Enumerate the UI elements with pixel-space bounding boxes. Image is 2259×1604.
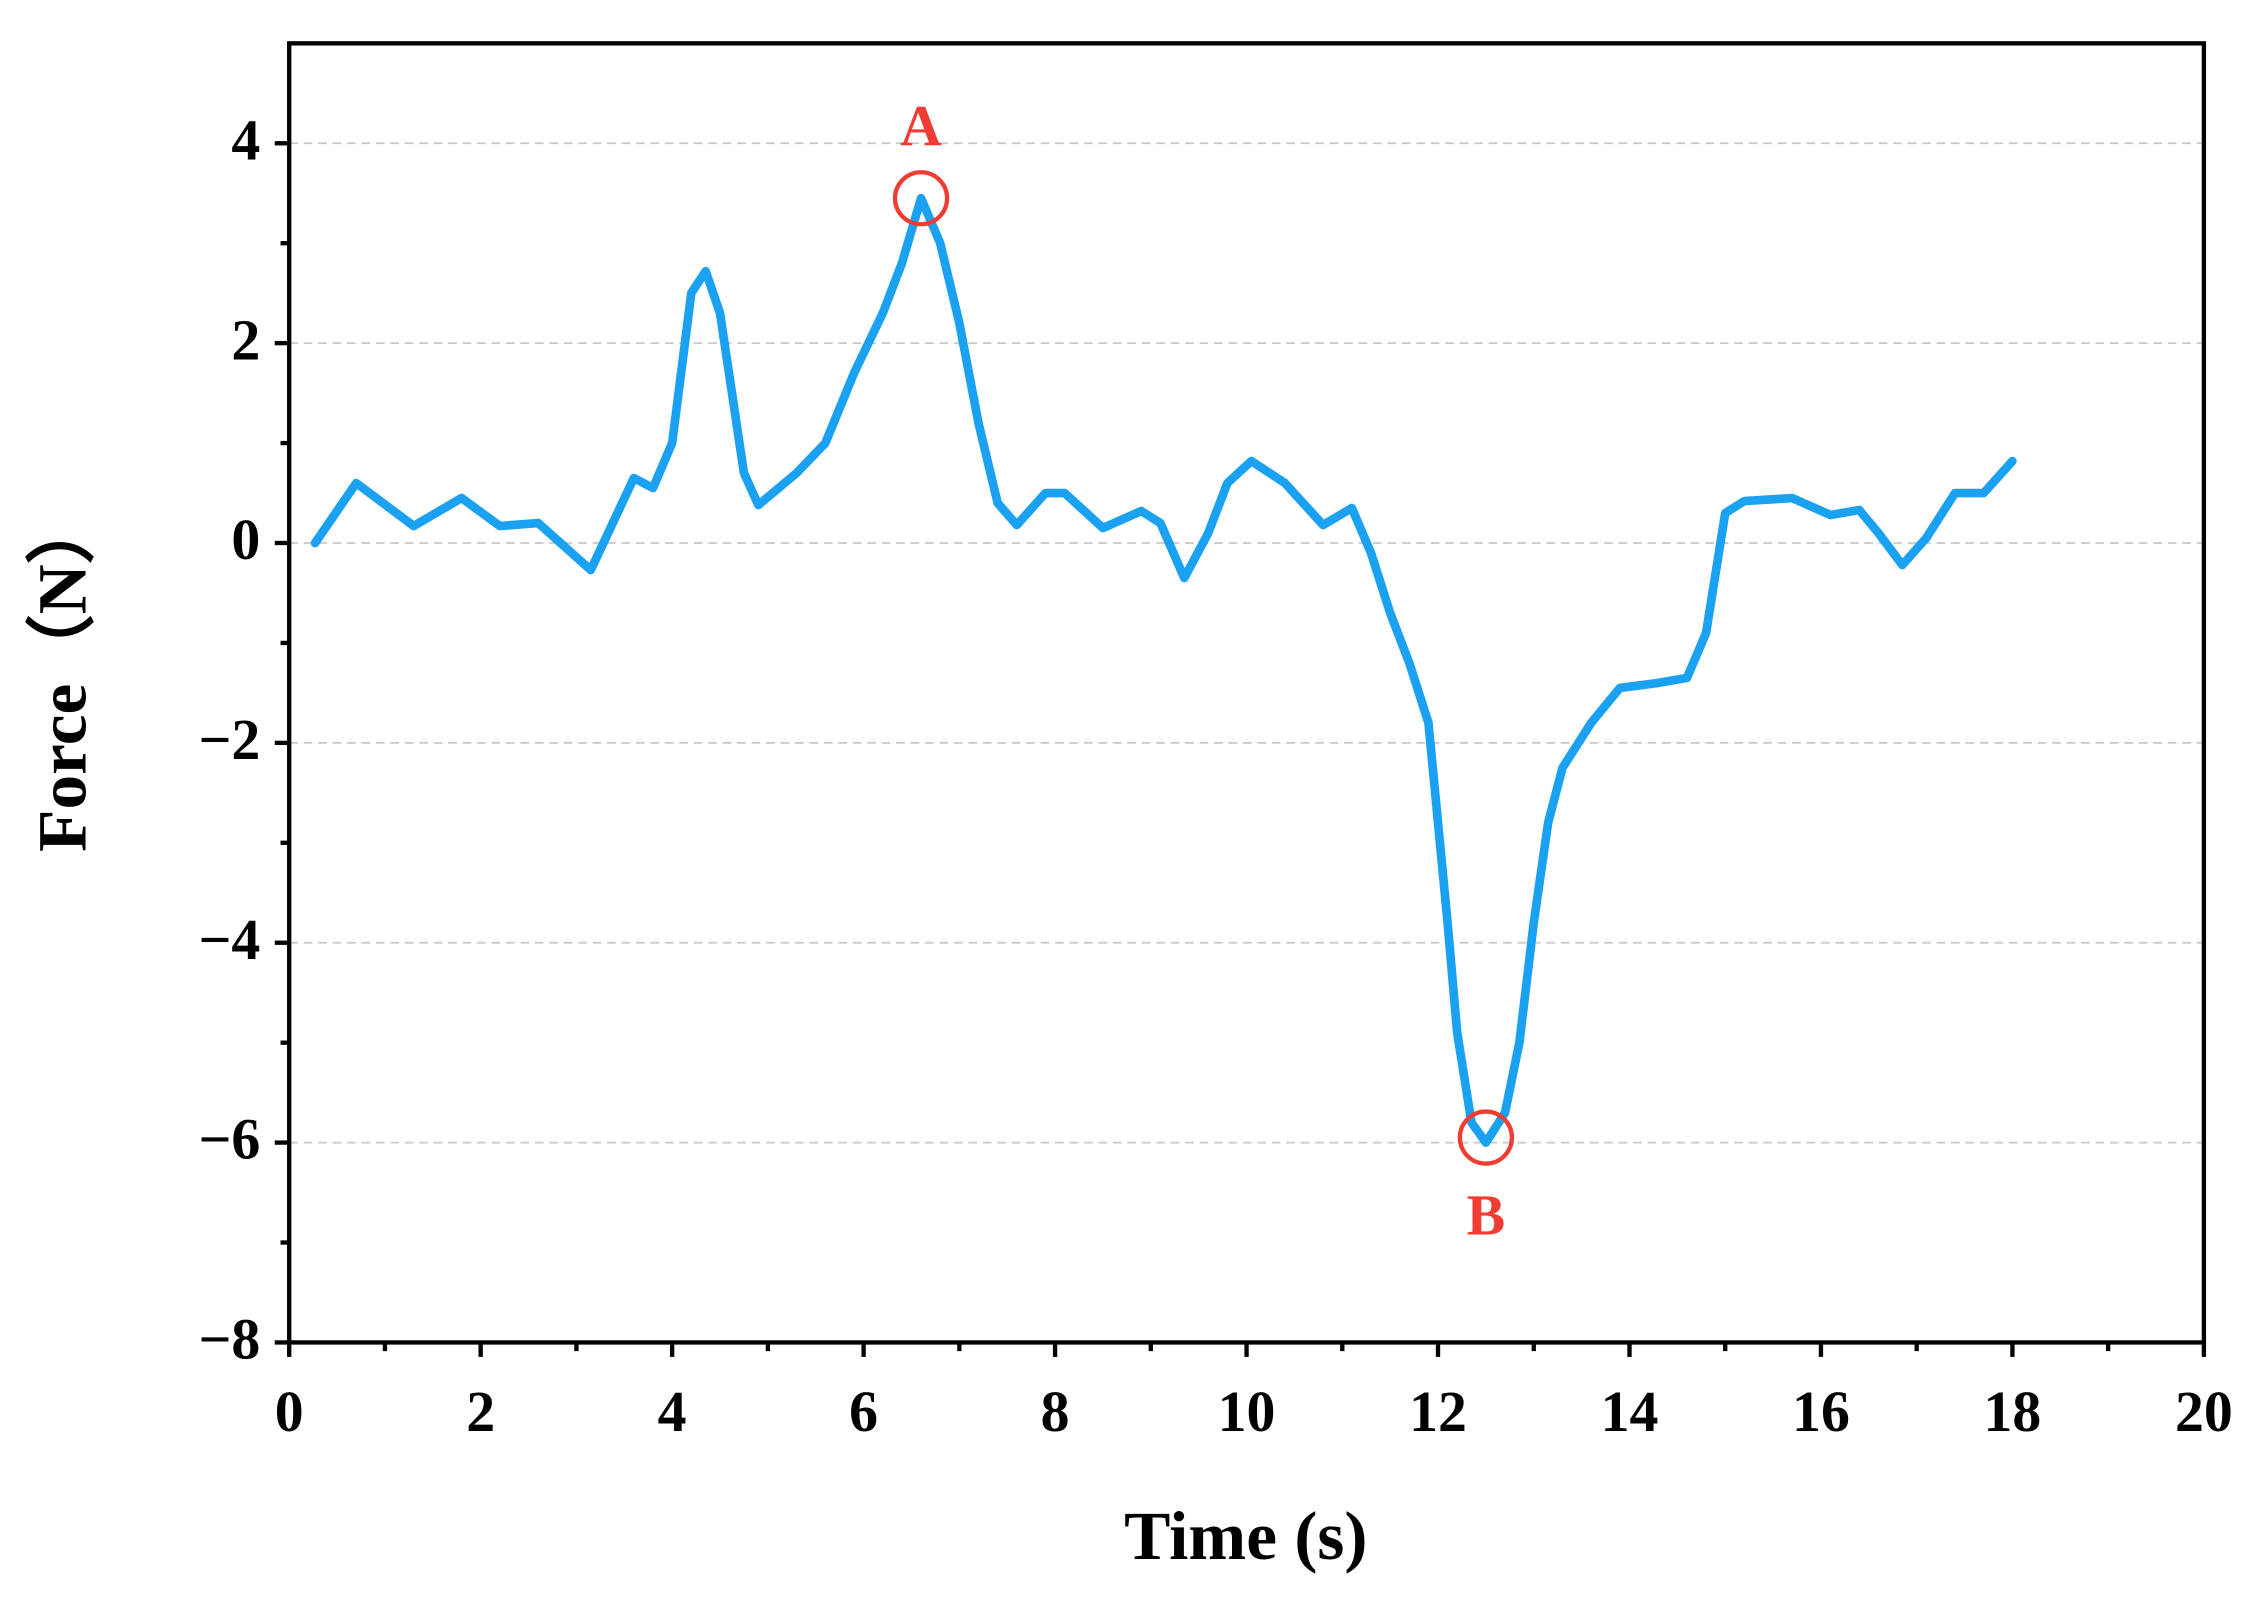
y-tick-label: −2	[198, 707, 260, 772]
y-tick-label: 2	[231, 307, 260, 372]
annotation-label: B	[1467, 1183, 1506, 1248]
y-tick-label: −8	[198, 1307, 260, 1372]
x-tick-label: 12	[1409, 1379, 1467, 1444]
x-tick-label: 16	[1792, 1379, 1850, 1444]
annotation-circle	[892, 170, 950, 227]
x-tick-label: 20	[2175, 1379, 2233, 1444]
x-tick-label: 14	[1601, 1379, 1659, 1444]
data-line	[310, 193, 2017, 1147]
y-tick-label: −4	[198, 907, 260, 972]
y-axis-title: Force（N）	[23, 495, 101, 852]
plot-frame	[287, 41, 2207, 1345]
y-tick-label: 0	[231, 507, 260, 572]
x-tick-label: 10	[1218, 1379, 1276, 1444]
x-axis-title: Time (s)	[1124, 1498, 1367, 1575]
x-tick-label: 0	[275, 1379, 304, 1444]
y-tick-label: −6	[198, 1107, 260, 1172]
x-tick-label: 4	[658, 1379, 687, 1444]
x-tick-label: 2	[466, 1379, 495, 1444]
x-tick-label: 6	[849, 1379, 878, 1444]
x-tick-label: 18	[1984, 1379, 2042, 1444]
annotation-circle	[1457, 1109, 1515, 1166]
x-tick-label: 8	[1041, 1379, 1070, 1444]
annotation-label: A	[900, 93, 942, 158]
y-tick-label: 4	[231, 107, 260, 172]
